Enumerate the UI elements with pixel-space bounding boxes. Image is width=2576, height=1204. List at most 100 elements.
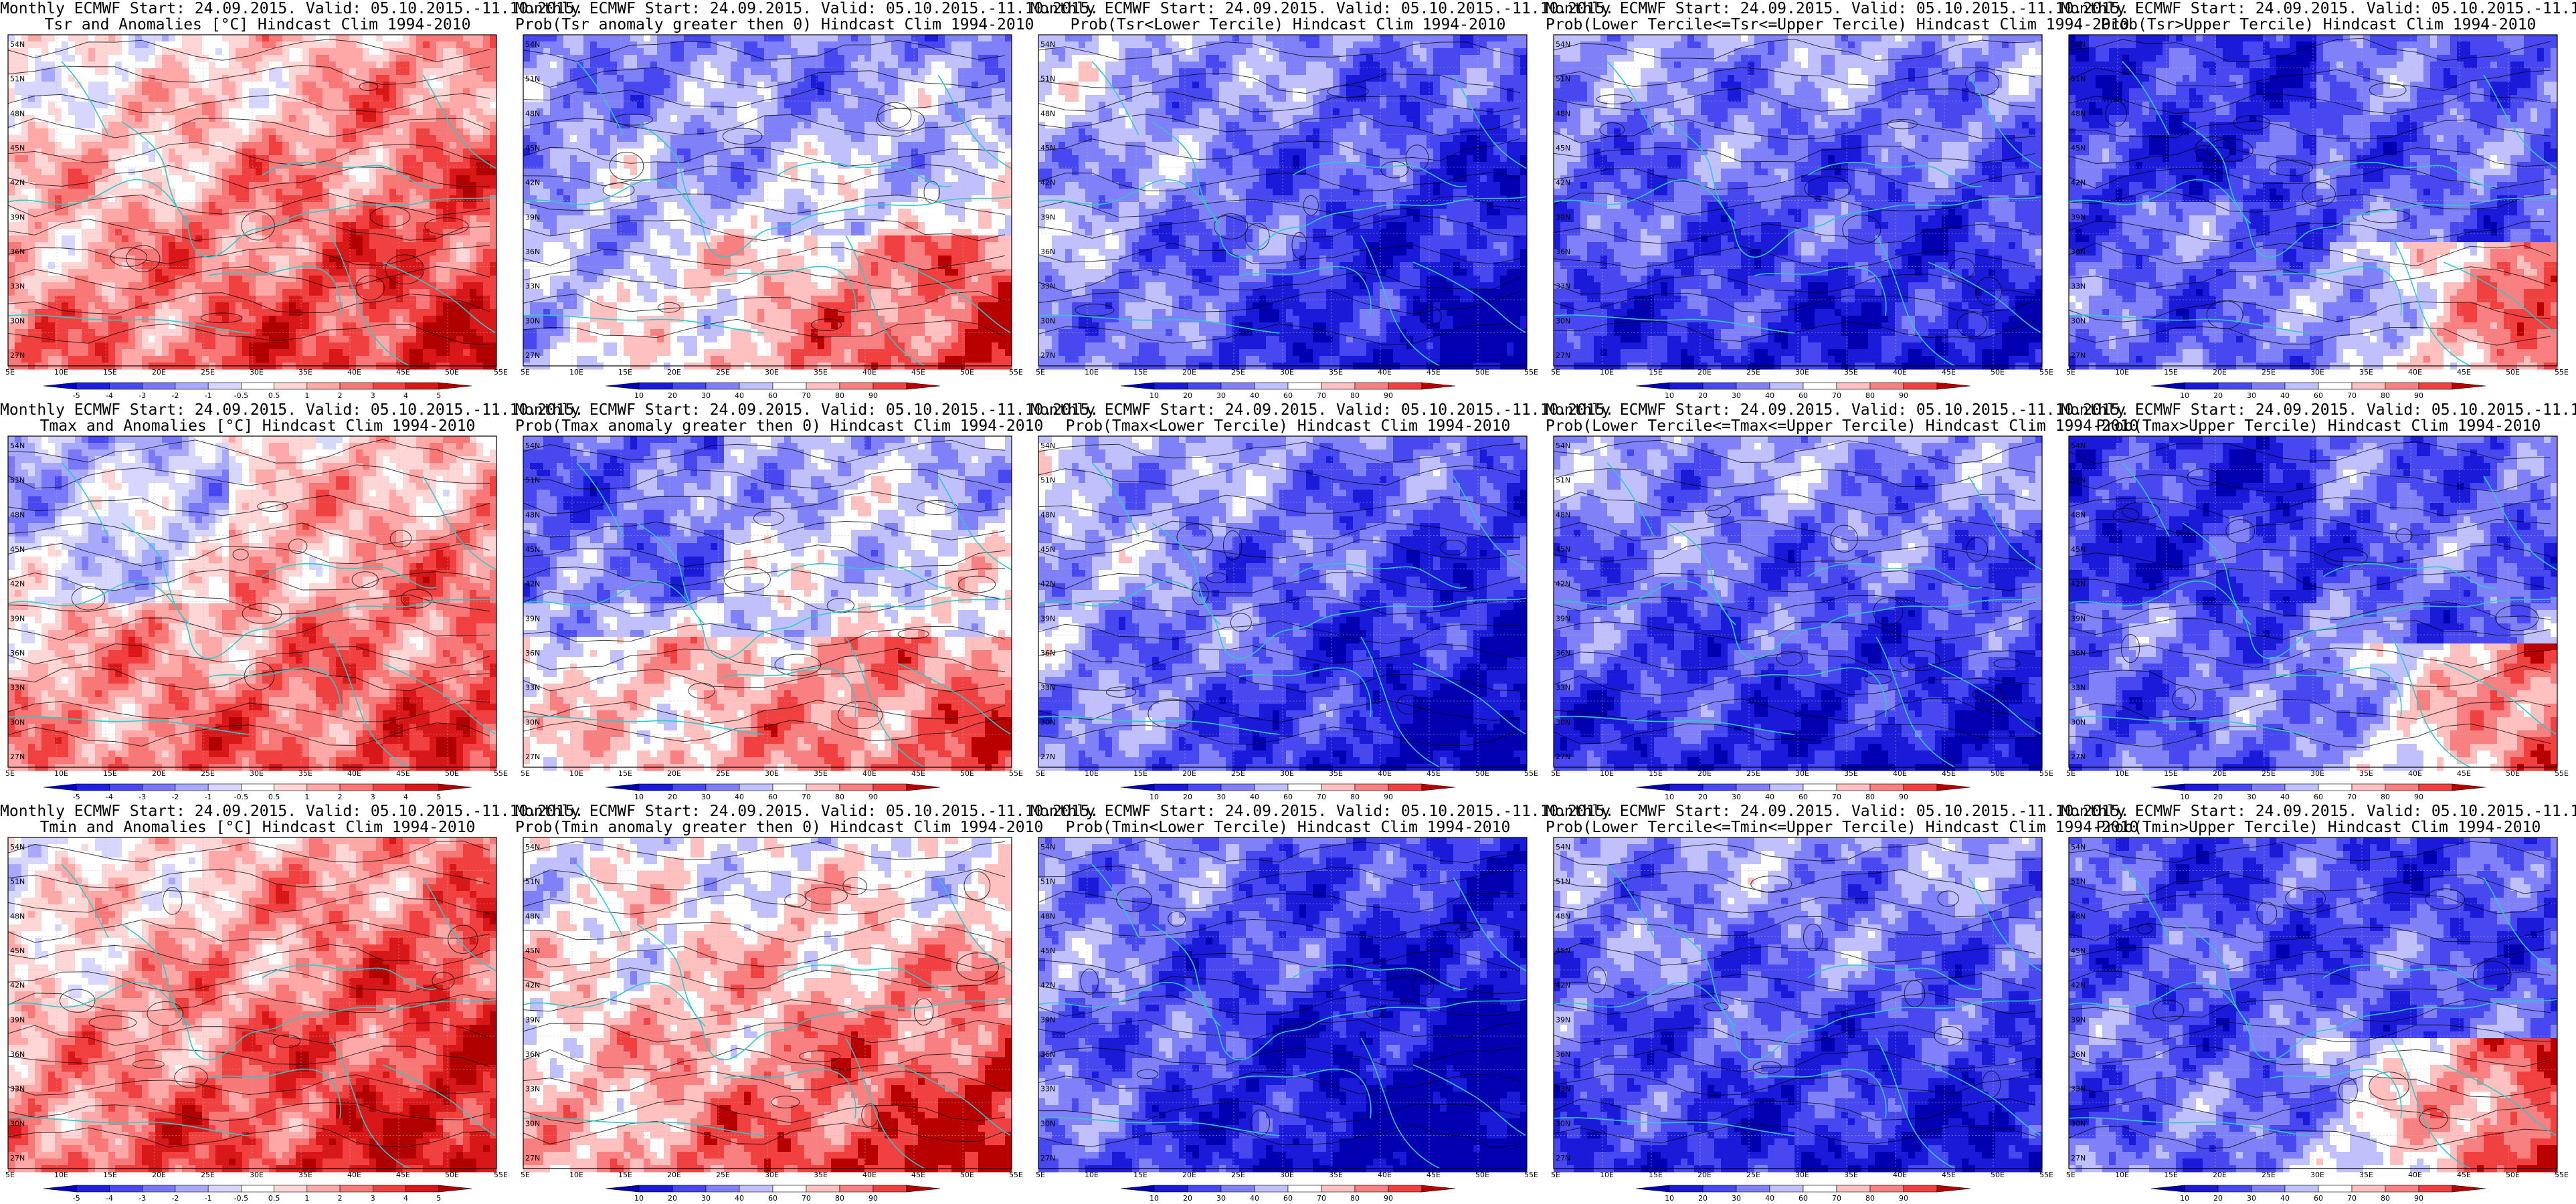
colorbar-label: 60 — [768, 1194, 777, 1203]
latitude-label: 51N — [2071, 75, 2086, 84]
coastlines — [523, 864, 1012, 1169]
colorbar: -5 -4 -3 -2 -1 -0.5 0.5 1 2 3 4 5 — [43, 1185, 472, 1203]
colorbar-label: 20 — [1698, 793, 1708, 801]
latitude-label: 33N — [10, 282, 25, 291]
latitude-label: 30N — [1040, 718, 1055, 726]
colorbar-bin — [2452, 382, 2486, 390]
colorbar-bin — [2251, 382, 2286, 390]
colorbar-label: 90 — [1899, 793, 1908, 801]
colorbar-bin — [2184, 1185, 2219, 1193]
latitude-label: 36N — [1040, 649, 1055, 658]
latitude-label: 42N — [1556, 580, 1570, 589]
longitude-label: 35E — [2359, 769, 2373, 778]
latitude-label: 27N — [525, 752, 540, 761]
colorbar-label: 30 — [701, 793, 711, 801]
longitude-label: 25E — [1746, 1171, 1760, 1179]
panel-title-line2: Prob(Lower Tercile<=Tsr<=Upper Tercile) … — [1546, 16, 2129, 33]
longitude-label: 40E — [347, 1171, 361, 1179]
colorbar-bin — [2184, 783, 2219, 791]
panel-title-line1: Monthly ECMWF Start: 24.09.2015. Valid: … — [1546, 803, 2129, 820]
colorbar-label: 90 — [868, 1194, 878, 1203]
longitude-label: 20E — [1697, 1171, 1712, 1179]
colorbar-bin — [1669, 783, 1704, 791]
colorbar-label: 20 — [668, 1194, 677, 1203]
colorbar-label: 30 — [1732, 793, 1741, 801]
longitude-label: 15E — [618, 1171, 632, 1179]
map-area — [2068, 837, 2558, 1173]
longitude-label: 10E — [54, 1171, 68, 1179]
colorbar-label: -0.5 — [234, 1194, 248, 1203]
longitude-label: 15E — [2164, 1171, 2178, 1179]
colorbar-label: 0.5 — [268, 1194, 280, 1203]
longitude-label: 30E — [250, 1171, 264, 1179]
longitude-label: 10E — [1600, 368, 1614, 377]
latitude-label: 36N — [1040, 1050, 1055, 1059]
colorbar-bin — [1635, 382, 1670, 390]
map-frame — [7, 435, 497, 768]
colorbar-bin — [438, 783, 472, 791]
colorbar-label: 80 — [1350, 391, 1360, 400]
colorbar-bin — [241, 783, 274, 791]
shaded-field — [1554, 35, 2043, 370]
colorbar-label: 20 — [2213, 1194, 2223, 1203]
colorbar-bin — [2284, 783, 2319, 791]
colorbar-label: 1 — [304, 391, 309, 400]
latitude-label: 54N — [10, 441, 25, 450]
coastlines — [523, 61, 1012, 367]
colorbar-bin — [274, 382, 308, 390]
colorbar: 10 20 30 40 60 70 80 90 — [1120, 783, 1456, 801]
colorbar-label: 40 — [1765, 391, 1774, 400]
contour-lines — [1038, 41, 1521, 346]
colorbar-bin — [207, 382, 242, 390]
lat-lon-grid — [523, 436, 1012, 767]
colorbar-label: 40 — [735, 1194, 744, 1203]
colorbar-bin — [1321, 1185, 1356, 1193]
colorbar-bin — [1803, 382, 1837, 390]
panel-title-line2: Prob(Tmin>Upper Tercile) Hindcast Clim 1… — [2061, 819, 2576, 836]
map-frame — [1038, 34, 1528, 367]
map-area — [1038, 435, 1528, 771]
colorbar-label: 20 — [2213, 793, 2223, 801]
longitude-label: 25E — [1231, 1171, 1245, 1179]
panel-title-line2: Prob(Tmax>Upper Tercile) Hindcast Clim 1… — [2061, 417, 2576, 435]
latitude-label: 36N — [10, 1050, 25, 1059]
longitude-label: 55E — [1524, 1171, 1538, 1179]
longitude-label: 10E — [1085, 769, 1099, 778]
colorbar-label: -0.5 — [234, 391, 248, 400]
contour-lines — [1038, 441, 1521, 746]
colorbar-bin — [1936, 1185, 1971, 1193]
colorbar-label: -5 — [73, 391, 80, 400]
colorbar-bin — [1187, 783, 1222, 791]
contour-lines — [523, 39, 1006, 338]
colorbar-bin — [806, 783, 840, 791]
map-panel-tsr-1: 54N 51N 48N 45N 42N 39N 36N 33N 30N 27N 5E 10E 15E 20… — [0, 0, 583, 401]
longitude-label: 25E — [201, 1171, 215, 1179]
colorbar-label: 70 — [1832, 793, 1841, 801]
latitude-label: 33N — [2071, 1085, 2086, 1094]
colorbar-label: 40 — [1250, 391, 1259, 400]
colorbar-bin — [2385, 1185, 2419, 1193]
longitude-label: 55E — [1524, 769, 1538, 778]
colorbar-label: 80 — [1350, 793, 1360, 801]
longitude-label: 45E — [1427, 1171, 1441, 1179]
longitude-label: 50E — [2506, 769, 2520, 778]
longitude-label: 55E — [2555, 1171, 2569, 1179]
longitude-label: 10E — [54, 368, 68, 377]
colorbar-label: 2 — [338, 1194, 343, 1203]
longitude-label: 35E — [814, 1171, 828, 1179]
colorbar-bin — [872, 1185, 907, 1193]
colorbar-label: 10 — [1665, 1194, 1674, 1203]
latitude-label: 54N — [1040, 441, 1055, 450]
colorbar-label: 90 — [2414, 793, 2423, 801]
latitude-label: 45N — [10, 545, 25, 554]
colorbar-label: 60 — [768, 391, 777, 400]
latitude-label: 48N — [10, 109, 25, 118]
latitude-label: 33N — [525, 684, 540, 692]
colorbar-bin — [1254, 382, 1289, 390]
colorbar-bin — [1936, 783, 1971, 791]
colorbar-label: 40 — [1250, 1194, 1259, 1203]
longitude-label: 20E — [2213, 368, 2227, 377]
longitude-label: 50E — [1475, 1171, 1489, 1179]
latitude-label: 36N — [10, 649, 25, 658]
latitude-label: 30N — [525, 718, 540, 726]
